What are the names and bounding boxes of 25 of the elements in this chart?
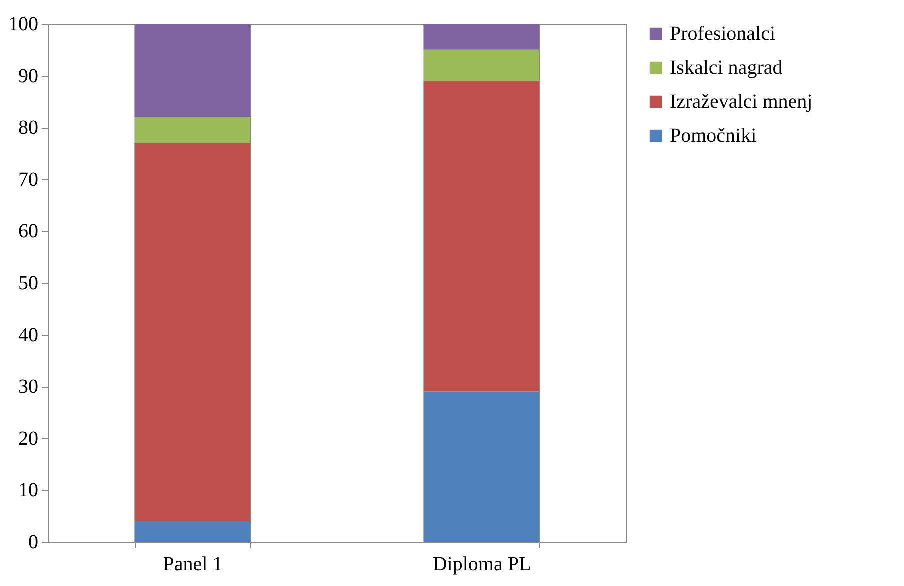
bar	[134, 117, 250, 144]
y-tick-label: 100	[8, 14, 38, 36]
y-tick-label: 60	[18, 220, 38, 243]
bar	[424, 392, 540, 542]
x-tick-label: Diploma PL	[432, 554, 532, 576]
y-tick-label: 90	[18, 65, 38, 88]
bar	[424, 50, 540, 81]
y-tick-label: 70	[18, 168, 38, 191]
legend-label: Iskalci nagrad	[670, 57, 783, 79]
y-tick-label: 50	[18, 272, 38, 294]
y-tick-label: 20	[18, 428, 38, 450]
y-tick-label: 30	[18, 376, 38, 398]
y-tick-label: 40	[18, 324, 38, 346]
legend-label: Pomočniki	[670, 125, 758, 147]
bar	[134, 143, 250, 522]
legend-label: Izraževalci mnenj	[670, 91, 813, 113]
y-tick-label: 10	[18, 480, 38, 502]
bar	[134, 521, 250, 542]
legend-label: Profesionalci	[670, 23, 776, 45]
x-tick-label: Panel 1	[163, 554, 223, 576]
bar	[424, 80, 540, 392]
bar	[134, 24, 250, 118]
bar	[424, 24, 540, 50]
y-tick-label: 80	[18, 117, 38, 140]
y-tick-label: 0	[28, 532, 38, 554]
